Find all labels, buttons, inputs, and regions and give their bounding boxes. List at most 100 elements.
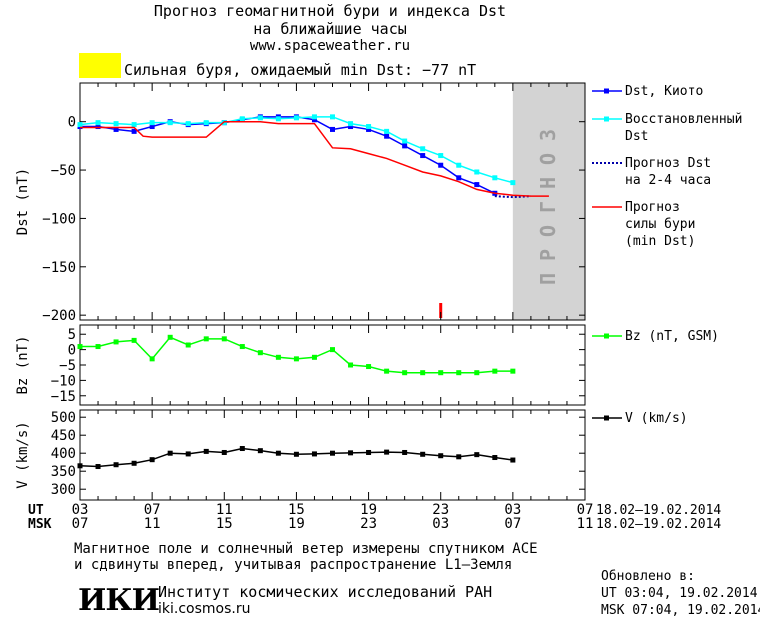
legend-storm-text: Прогноз	[625, 200, 680, 215]
ut-tick-label: 03	[504, 502, 521, 518]
data-point	[77, 463, 83, 469]
data-point	[131, 337, 137, 343]
data-point	[456, 162, 462, 168]
ut-tick-label: 07	[144, 502, 161, 518]
y-tick-label: 400	[51, 446, 76, 462]
data-point	[95, 464, 101, 470]
data-point	[311, 451, 317, 457]
series-line	[80, 336, 513, 374]
y-tick-label: −50	[51, 163, 76, 179]
data-point	[113, 339, 119, 345]
data-point	[330, 347, 335, 353]
data-point	[366, 124, 372, 130]
ut-tick-label: 15	[288, 502, 305, 518]
legend-storm-text: (min Dst)	[625, 234, 695, 249]
forecast-label-char: Н	[536, 177, 560, 189]
data-point	[149, 124, 155, 130]
forecast-label-char: Г	[536, 201, 560, 213]
data-point	[311, 117, 317, 123]
data-point	[348, 121, 354, 127]
y-tick-label: −5	[59, 358, 76, 374]
data-point	[131, 122, 137, 128]
updated-ut: UT 03:04, 19.02.2014	[601, 586, 758, 601]
y-axis-label: V (km/s)	[15, 421, 31, 488]
data-point	[113, 462, 119, 468]
data-point	[420, 146, 426, 152]
y-tick-label: −15	[51, 389, 76, 405]
forecast-region	[512, 83, 585, 320]
data-point	[311, 114, 317, 120]
msk-label: MSK	[28, 517, 52, 532]
data-point	[384, 133, 390, 139]
data-point	[438, 370, 444, 376]
data-point	[167, 334, 173, 340]
data-point	[366, 449, 372, 455]
data-point	[293, 451, 299, 457]
data-point	[257, 448, 263, 454]
y-axis-label: Bz (nT)	[15, 335, 31, 394]
legend-v-marker	[604, 415, 609, 421]
data-point	[510, 457, 516, 463]
data-point	[239, 344, 245, 350]
y-tick-label: 450	[51, 428, 76, 444]
chart-title: Прогноз геомагнитной бури и индекса Dst	[153, 2, 507, 20]
data-point	[221, 336, 227, 342]
data-point	[293, 115, 299, 121]
data-point	[293, 356, 299, 362]
legend-restored-marker	[604, 116, 609, 122]
institute-site[interactable]: iki.cosmos.ru	[158, 601, 251, 617]
storm-level-text: Сильная буря, ожидаемый min Dst: −77 nT	[124, 61, 477, 79]
data-point	[456, 454, 462, 460]
data-point	[492, 368, 498, 374]
ut-label: UT	[28, 503, 44, 518]
data-point	[420, 153, 426, 159]
data-point	[257, 350, 263, 356]
data-point	[366, 364, 372, 370]
msk-tick-label: 11	[144, 516, 161, 532]
data-point	[474, 169, 480, 175]
data-point	[95, 344, 101, 350]
legend-storm-text: силы бури	[625, 217, 695, 232]
data-point	[474, 182, 480, 188]
data-point	[456, 175, 462, 181]
data-point	[239, 446, 245, 452]
data-point	[402, 143, 408, 149]
y-axis-label: Dst (nT)	[15, 168, 31, 235]
data-point	[239, 116, 245, 122]
data-point	[438, 153, 444, 159]
forecast-label-char: З	[536, 129, 560, 141]
legend-restored-text: Восстановленный	[625, 112, 742, 127]
data-point	[474, 452, 480, 458]
data-point	[311, 354, 317, 360]
data-point	[438, 162, 444, 168]
data-point	[95, 124, 101, 130]
data-point	[366, 126, 372, 132]
data-point	[474, 370, 480, 376]
panel-frame	[79, 324, 586, 406]
ut-tick-label: 11	[216, 502, 233, 518]
forecast-label-char: О	[536, 153, 560, 165]
data-point	[257, 115, 263, 121]
iki-logo: ИКИ	[78, 583, 160, 618]
data-point	[492, 175, 498, 181]
msk-date-range: 18.02–19.02.2014	[596, 517, 721, 532]
forecast-label-char: П	[536, 273, 560, 285]
ut-tick-label: 23	[432, 502, 449, 518]
y-tick-label: 350	[51, 464, 76, 480]
data-point	[149, 457, 155, 463]
series-line	[79, 116, 514, 184]
legend-forecast-text: на 2-4 часа	[625, 173, 711, 188]
data-point	[185, 121, 191, 127]
data-point	[384, 368, 390, 374]
data-point	[131, 460, 137, 466]
data-point	[203, 336, 209, 342]
data-point	[275, 116, 281, 122]
data-point	[420, 370, 426, 376]
legend-restored-text: Dst	[625, 129, 648, 144]
legend-forecast-text: Прогноз Dst	[625, 156, 711, 171]
msk-tick-label: 11	[577, 516, 594, 532]
y-tick-label: 5	[68, 327, 76, 343]
footer-note-2: и сдвинуты вперед, учитывая распростране…	[74, 557, 513, 573]
website-link[interactable]: www.spaceweather.ru	[249, 38, 411, 54]
